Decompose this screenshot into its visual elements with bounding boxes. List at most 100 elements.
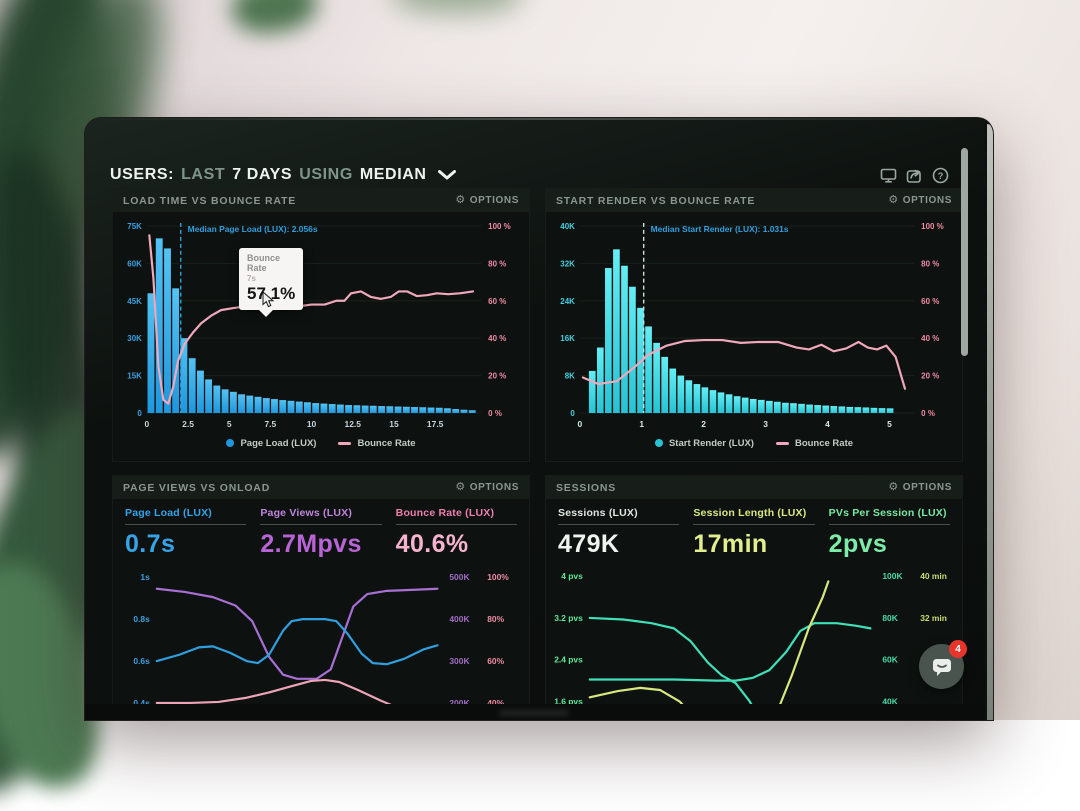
panel-page-views-vs-onload: PAGE VIEWS VS ONLOAD ⚙ OPTIONS Page Load… (112, 475, 530, 720)
svg-text:17.5: 17.5 (427, 419, 444, 429)
legend-item-page-load[interactable]: Page Load (LUX) (226, 438, 316, 449)
legend-item-bounce-rate[interactable]: Bounce Rate (338, 438, 415, 449)
metric-bounce-rate: Bounce Rate (LUX) 40.6% (396, 507, 517, 559)
svg-text:Median Page Load (LUX): 2.056s: Median Page Load (LUX): 2.056s (188, 224, 318, 234)
options-button[interactable]: ⚙ OPTIONS (888, 482, 952, 493)
svg-text:1s: 1s (140, 572, 150, 582)
laptop-logo-blur (499, 710, 569, 716)
svg-text:?: ? (938, 171, 944, 182)
series-line-swatch (776, 442, 789, 445)
laptop-bottom-bezel (85, 704, 985, 720)
svg-text:40 %: 40 % (921, 334, 939, 343)
chat-bubble-icon (931, 657, 953, 677)
svg-text:3.2 pvs: 3.2 pvs (554, 613, 583, 623)
metric-pvs-per-session: PVs Per Session (LUX) 2pvs (829, 507, 950, 559)
svg-text:12.5: 12.5 (345, 419, 362, 429)
users-filter-dropdown[interactable]: USERS: LAST 7 DAYS USING MEDIAN (110, 166, 456, 184)
svg-text:80 %: 80 % (921, 259, 939, 268)
plant-leaf (229, 0, 320, 38)
chat-widget-button[interactable]: 4 (919, 644, 964, 689)
gear-icon: ⚙ (888, 195, 898, 206)
svg-text:100K: 100K (882, 571, 903, 581)
title-using: USING (299, 166, 353, 184)
svg-text:100 %: 100 % (921, 222, 944, 231)
chevron-down-icon (438, 170, 456, 180)
panel-title: LOAD TIME VS BOUNCE RATE (123, 195, 296, 207)
svg-text:0 %: 0 % (921, 409, 935, 418)
panel-sessions: SESSIONS ⚙ OPTIONS Sessions (LUX) 479K S… (545, 475, 963, 720)
svg-text:100 %: 100 % (488, 222, 511, 231)
laptop-right-edge (987, 124, 993, 720)
svg-text:80%: 80% (487, 614, 504, 624)
display-icon[interactable] (880, 167, 897, 184)
start-render-histogram-chart: Median Start Render (LUX): 1.031s40K32K2… (546, 212, 962, 437)
chart-legend: Page Load (LUX) Bounce Rate (113, 438, 529, 449)
gear-icon: ⚙ (888, 482, 898, 493)
svg-text:40 min: 40 min (920, 571, 947, 581)
svg-text:60 %: 60 % (488, 297, 506, 306)
svg-text:80K: 80K (882, 613, 898, 623)
title-users: USERS: (110, 166, 174, 184)
plant-leaf (392, 0, 522, 14)
load-time-histogram-chart: Median Page Load (LUX): 2.056s 75K 60K 45K 3… (113, 212, 529, 437)
options-button[interactable]: ⚙ OPTIONS (455, 482, 519, 493)
svg-text:60K: 60K (127, 259, 142, 268)
vertical-scrollbar[interactable] (961, 148, 968, 356)
metric-session-length: Session Length (LUX) 17min (693, 507, 814, 559)
tooltip-title: Bounce Rate (247, 253, 295, 273)
svg-text:40 %: 40 % (488, 334, 506, 343)
svg-text:32 min: 32 min (920, 613, 947, 623)
options-button[interactable]: ⚙ OPTIONS (888, 195, 952, 206)
title-last: LAST (181, 166, 225, 184)
metric-sessions: Sessions (LUX) 479K (558, 507, 679, 559)
legend-item-bounce-rate[interactable]: Bounce Rate (776, 438, 853, 449)
svg-text:500K: 500K (449, 572, 470, 582)
laptop-top-edge (95, 118, 983, 120)
svg-text:Median Start Render (LUX): 1.0: Median Start Render (LUX): 1.031s (651, 224, 789, 234)
svg-text:4: 4 (825, 419, 830, 429)
dashboard-screen: USERS: LAST 7 DAYS USING MEDIAN ? (85, 118, 985, 720)
dashboard-header: USERS: LAST 7 DAYS USING MEDIAN ? (110, 160, 949, 190)
help-icon[interactable]: ? (932, 167, 949, 184)
svg-text:0: 0 (570, 409, 575, 418)
metrics-row: Sessions (LUX) 479K Session Length (LUX)… (546, 499, 962, 561)
panel-load-time-vs-bounce-rate: LOAD TIME VS BOUNCE RATE ⚙ OPTIONS Media… (112, 188, 530, 462)
svg-text:8K: 8K (565, 372, 575, 381)
mouse-cursor-icon (262, 292, 276, 308)
svg-text:15K: 15K (127, 372, 142, 381)
gear-icon: ⚙ (455, 482, 465, 493)
svg-text:0: 0 (144, 419, 149, 429)
metric-page-load: Page Load (LUX) 0.7s (125, 507, 246, 559)
series-dot-swatch (655, 439, 663, 447)
svg-text:32K: 32K (560, 259, 575, 268)
share-icon[interactable] (906, 167, 923, 184)
svg-text:3: 3 (763, 419, 768, 429)
svg-text:75K: 75K (127, 222, 142, 231)
metrics-row: Page Load (LUX) 0.7s Page Views (LUX) 2.… (113, 499, 529, 561)
svg-text:5: 5 (887, 419, 892, 429)
svg-text:100%: 100% (487, 572, 509, 582)
svg-text:0 %: 0 % (488, 409, 502, 418)
svg-text:15: 15 (389, 419, 399, 429)
svg-text:45K: 45K (127, 297, 142, 306)
chart-legend: Start Render (LUX) Bounce Rate (546, 438, 962, 449)
panel-title: PAGE VIEWS VS ONLOAD (123, 482, 270, 494)
series-line-swatch (338, 442, 351, 445)
svg-text:0: 0 (137, 409, 142, 418)
svg-text:16K: 16K (560, 334, 575, 343)
svg-text:5: 5 (227, 419, 232, 429)
svg-text:0: 0 (577, 419, 582, 429)
svg-text:4 pvs: 4 pvs (561, 571, 583, 581)
series-dot-swatch (226, 439, 234, 447)
options-button[interactable]: ⚙ OPTIONS (455, 195, 519, 206)
svg-text:0.8s: 0.8s (133, 614, 150, 624)
svg-text:30K: 30K (127, 334, 142, 343)
title-7days: 7 DAYS (232, 166, 292, 184)
panel-start-render-vs-bounce-rate: START RENDER VS BOUNCE RATE ⚙ OPTIONS Me… (545, 188, 963, 462)
svg-text:7.5: 7.5 (264, 419, 276, 429)
panel-title: SESSIONS (556, 482, 616, 494)
legend-item-start-render[interactable]: Start Render (LUX) (655, 438, 754, 449)
svg-text:400K: 400K (449, 614, 470, 624)
